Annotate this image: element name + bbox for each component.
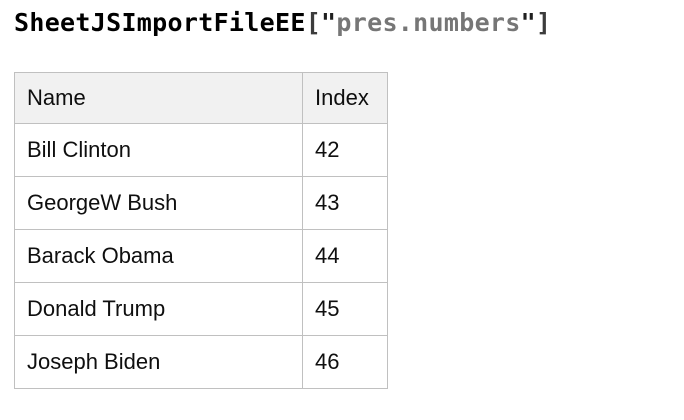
table-header-row: Name Index bbox=[14, 72, 388, 124]
column-header-name: Name bbox=[14, 72, 303, 124]
table-row: Donald Trump 45 bbox=[14, 282, 388, 336]
index-cell: 44 bbox=[302, 229, 388, 283]
name-cell: Barack Obama bbox=[14, 229, 303, 283]
title-open-bracket: [ bbox=[305, 8, 322, 37]
column-header-index: Index bbox=[302, 72, 388, 124]
name-cell: Donald Trump bbox=[14, 282, 303, 336]
name-cell: Bill Clinton bbox=[14, 123, 303, 177]
presidents-table: Name Index Bill Clinton 42 GeorgeW Bush … bbox=[14, 72, 388, 389]
table-row: Barack Obama 44 bbox=[14, 229, 388, 283]
name-cell: GeorgeW Bush bbox=[14, 176, 303, 230]
index-cell: 43 bbox=[302, 176, 388, 230]
table-header: Name Index bbox=[14, 72, 388, 124]
table-row: Joseph Biden 46 bbox=[14, 335, 388, 389]
index-cell: 45 bbox=[302, 282, 388, 336]
table-row: Bill Clinton 42 bbox=[14, 123, 388, 177]
title-close-quote: " bbox=[520, 8, 536, 37]
title-function-name: SheetJSImportFileEE bbox=[14, 8, 306, 37]
name-cell: Joseph Biden bbox=[14, 335, 303, 389]
page-title: SheetJSImportFileEE["pres.numbers"] bbox=[14, 8, 551, 38]
index-cell: 42 bbox=[302, 123, 388, 177]
title-open-quote: " bbox=[321, 8, 337, 37]
title-string-literal: pres.numbers bbox=[336, 8, 521, 37]
table-row: GeorgeW Bush 43 bbox=[14, 176, 388, 230]
title-close-bracket: ] bbox=[535, 8, 552, 37]
index-cell: 46 bbox=[302, 335, 388, 389]
table-body: Bill Clinton 42 GeorgeW Bush 43 Barack O… bbox=[14, 123, 388, 389]
